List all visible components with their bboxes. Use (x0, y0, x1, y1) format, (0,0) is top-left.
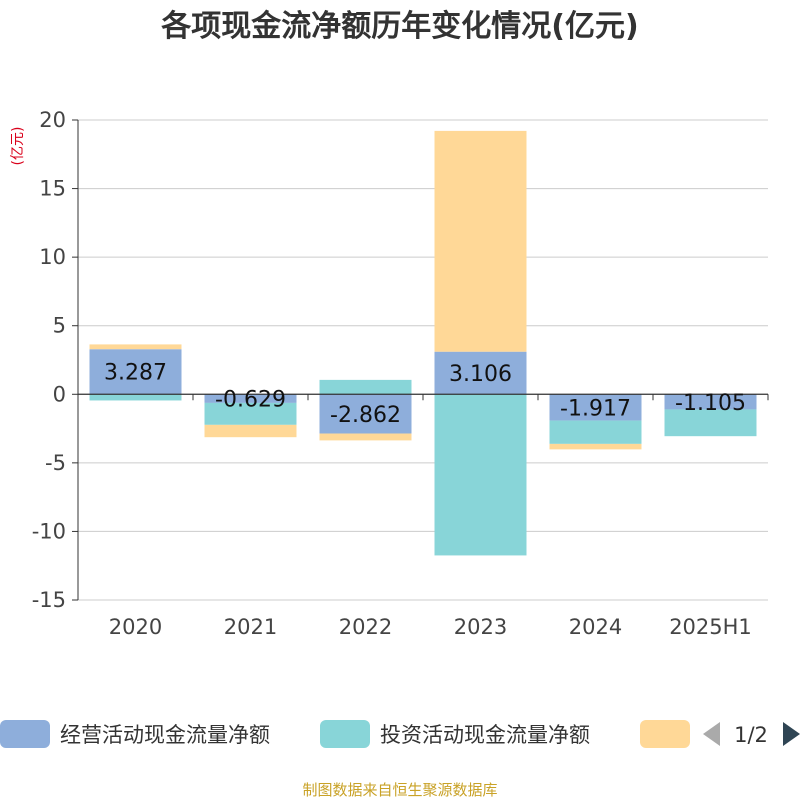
bar-segment-series-2[interactable] (434, 394, 527, 556)
bars (89, 130, 757, 556)
x-tick-label: 2021 (224, 615, 277, 639)
bar-segment-series-2[interactable] (204, 402, 297, 425)
bar-segment-series-3[interactable] (549, 443, 642, 450)
data-labels: 3.287 -0.629 -2.862 3.106 -1.917 -1.105 (104, 361, 746, 428)
y-tick-label: 0 (53, 382, 66, 406)
data-label: -1.917 (560, 396, 631, 421)
source-note: 制图数据来自恒生聚源数据库 (302, 781, 497, 799)
chart-title: 各项现金流净额历年变化情况(亿元) (160, 9, 638, 44)
bar-segment-series-3[interactable] (204, 424, 297, 438)
legend-swatch (320, 720, 370, 748)
legend-label: 投资活动现金流量净额 (380, 723, 590, 747)
legend-swatch (640, 720, 690, 748)
data-label: -2.862 (330, 403, 401, 428)
pager-prev-icon[interactable] (703, 722, 720, 746)
y-tick-label: 20 (39, 108, 66, 132)
data-label: 3.287 (104, 361, 167, 386)
bar-segment-series-3[interactable] (434, 130, 527, 352)
y-tick-label: 5 (53, 314, 66, 338)
legend: 经营活动现金流量净额 投资活动现金流量净额 (0, 720, 690, 748)
data-label: -0.629 (215, 388, 286, 413)
y-axis-unit-label: (亿元) (10, 127, 26, 166)
bar-segment-series-1[interactable] (434, 351, 527, 395)
bar-segment-series-1[interactable] (549, 394, 642, 421)
axes: 20 15 10 5 0 -5 -10 -15 2020 2021 2022 2023 2024 2025… (32, 108, 769, 639)
y-tick-label: 10 (39, 245, 66, 269)
legend-item-3[interactable] (640, 720, 690, 748)
legend-item-1[interactable]: 经营活动现金流量净额 (0, 720, 270, 748)
bar-segment-series-1[interactable] (89, 349, 182, 395)
pager-text: 1/2 (734, 723, 768, 747)
grid-lines (78, 119, 768, 601)
legend-pager: 1/2 (703, 722, 800, 747)
legend-item-2[interactable]: 投资活动现金流量净额 (320, 720, 590, 748)
legend-swatch (0, 720, 50, 748)
bar-segment-series-2[interactable] (319, 379, 412, 395)
bar-segment-series-3[interactable] (89, 344, 182, 350)
x-tick-label: 2024 (569, 615, 622, 639)
bar-segment-series-3[interactable] (319, 433, 412, 441)
bar-segment-series-2[interactable] (549, 420, 642, 444)
y-tick-label: -5 (45, 451, 66, 475)
data-label: 3.106 (449, 362, 512, 387)
x-tick-label: 2022 (339, 615, 392, 639)
y-tick-label: -15 (32, 588, 66, 612)
bar-segment-series-1[interactable] (204, 394, 297, 403)
x-tick-label: 2020 (109, 615, 162, 639)
bar-segment-series-1[interactable] (319, 394, 412, 434)
legend-label: 经营活动现金流量净额 (60, 723, 270, 747)
x-tick-label: 2023 (454, 615, 507, 639)
y-tick-label: 15 (39, 177, 66, 201)
bar-segment-series-2[interactable] (664, 409, 757, 437)
bar-segment-series-2[interactable] (89, 394, 182, 401)
pager-next-icon[interactable] (783, 722, 800, 746)
x-tick-label: 2025H1 (669, 615, 752, 639)
y-tick-label: -10 (32, 519, 66, 543)
data-label: -1.105 (675, 391, 746, 416)
bar-segment-series-1[interactable] (664, 394, 757, 410)
